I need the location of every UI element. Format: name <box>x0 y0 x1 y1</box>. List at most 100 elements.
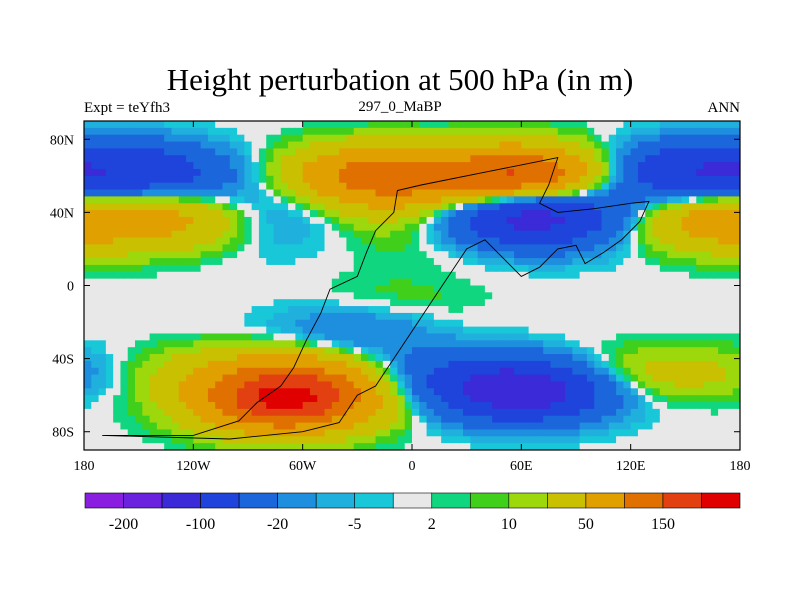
field-cell <box>637 443 646 450</box>
field-cell <box>637 367 646 376</box>
field-cell <box>309 210 318 218</box>
field-cell <box>120 408 129 417</box>
field-cell <box>565 443 573 450</box>
field-cell <box>688 381 697 389</box>
field-cell <box>557 381 566 389</box>
field-cell <box>142 333 151 341</box>
field-cell <box>113 168 122 177</box>
field-cell <box>360 121 369 129</box>
field-cell <box>280 319 289 328</box>
field-cell <box>390 312 399 321</box>
field-cell <box>135 148 143 156</box>
field-cell <box>616 155 624 163</box>
field-cell <box>324 429 333 437</box>
field-cell <box>521 175 530 184</box>
field-cell <box>346 312 355 321</box>
field-cell <box>652 127 661 136</box>
chart-title: Height perturbation at 500 hPa (in m) <box>166 62 634 97</box>
field-cell <box>280 223 289 232</box>
field-cell <box>302 340 311 348</box>
field-cell <box>368 155 377 163</box>
field-cell <box>193 121 202 129</box>
field-cell <box>244 333 253 341</box>
field-cell <box>390 299 399 307</box>
field-cell <box>484 367 493 376</box>
field-cell <box>244 148 253 156</box>
field-cell <box>156 285 165 293</box>
field-cell <box>506 292 515 300</box>
field-cell <box>237 196 245 204</box>
field-cell <box>142 367 151 376</box>
field-cell <box>594 402 603 410</box>
field-cell <box>404 285 413 293</box>
field-cell <box>470 374 479 383</box>
field-cell <box>579 367 588 376</box>
field-cell <box>667 429 675 437</box>
field-cell <box>477 354 486 362</box>
field-cell <box>324 299 333 307</box>
field-cell <box>178 402 187 410</box>
field-cell <box>339 429 347 437</box>
field-cell <box>484 415 493 424</box>
field-cell <box>98 306 107 314</box>
field-cell <box>572 141 581 150</box>
field-cell <box>484 443 493 450</box>
field-cell <box>710 203 719 211</box>
field-cell <box>222 182 231 191</box>
field-cell <box>339 360 347 369</box>
field-cell <box>258 326 267 335</box>
field-cell <box>200 292 209 300</box>
field-cell <box>404 333 413 341</box>
field-cell <box>186 402 194 410</box>
field-cell <box>360 278 369 287</box>
field-cell <box>703 121 712 129</box>
field-cell <box>586 381 595 389</box>
field-cell <box>288 360 296 369</box>
field-cell <box>302 127 311 136</box>
field-cell <box>302 216 311 225</box>
field-cell <box>215 230 224 239</box>
field-cell <box>652 374 661 383</box>
field-cell <box>302 210 311 218</box>
colorbar-swatch <box>277 492 317 509</box>
field-cell <box>492 162 501 170</box>
field-cell <box>623 292 632 300</box>
field-cell <box>543 374 552 383</box>
field-cell <box>586 292 595 300</box>
field-cell <box>565 354 573 362</box>
field-cell <box>295 436 304 444</box>
field-cell <box>718 175 727 184</box>
field-cell <box>295 210 304 218</box>
field-cell <box>565 141 573 150</box>
field-cell <box>237 422 245 431</box>
field-cell <box>382 168 391 177</box>
field-cell <box>251 182 260 191</box>
field-cell <box>229 381 238 389</box>
field-cell <box>608 292 617 300</box>
field-cell <box>696 168 705 177</box>
field-cell <box>258 264 267 273</box>
field-cell <box>346 182 355 191</box>
field-cell <box>441 148 450 156</box>
field-cell <box>528 141 537 150</box>
field-cell <box>375 162 384 170</box>
field-cell <box>637 196 646 204</box>
field-cell <box>412 306 420 314</box>
field-cell <box>484 258 493 266</box>
field-cell <box>288 340 296 348</box>
field-cell <box>229 203 238 211</box>
field-cell <box>710 244 719 252</box>
field-cell <box>441 443 450 450</box>
field-cell <box>412 333 420 341</box>
field-cell <box>630 340 639 348</box>
field-cell <box>258 340 267 348</box>
field-cell <box>448 230 457 239</box>
field-cell <box>732 388 740 396</box>
field-cell <box>725 210 734 218</box>
field-cell <box>645 402 654 410</box>
field-cell <box>302 134 311 143</box>
field-cell <box>667 121 675 129</box>
field-cell <box>178 415 187 424</box>
field-cell <box>448 422 457 431</box>
